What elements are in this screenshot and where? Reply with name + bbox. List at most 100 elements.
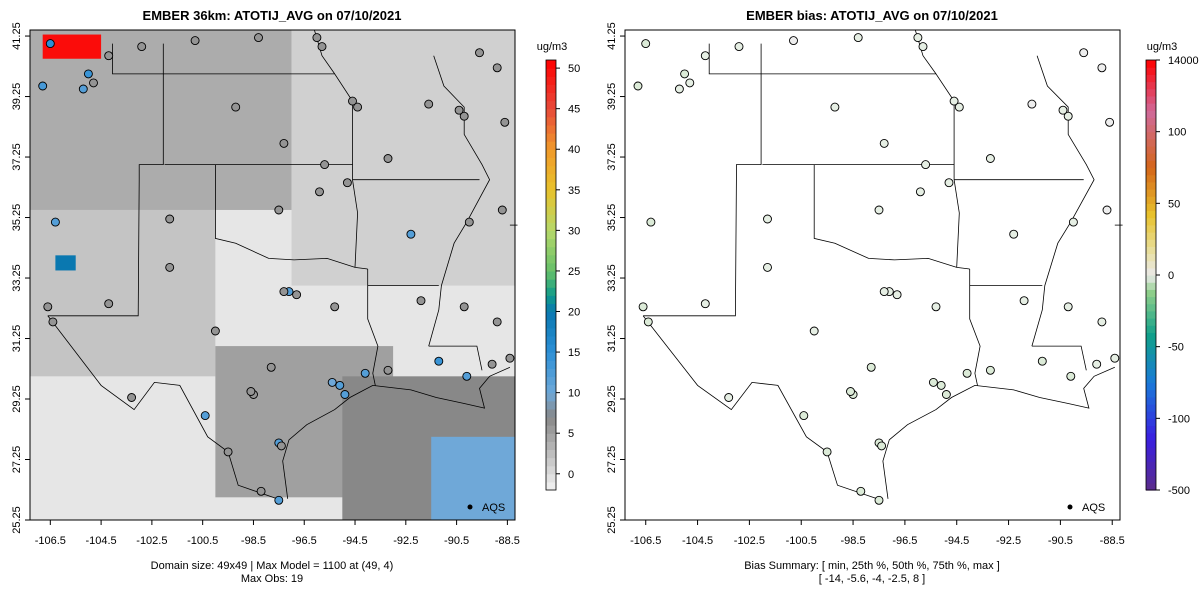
colorbar-tick-label-2: 10 — [568, 388, 580, 400]
x-tick-label-1: -104.5 — [682, 535, 713, 547]
bias-site-40 — [866, 362, 876, 372]
bias-colorbar-swatch-32 — [1146, 253, 1156, 262]
x-tick-label-4: -98.5 — [841, 535, 866, 547]
obs-site-56 — [276, 441, 286, 451]
bias-site-50 — [1092, 359, 1102, 369]
x-tick-label-5: -96.5 — [292, 535, 317, 547]
colorbar-swatch-9 — [546, 408, 556, 418]
colorbar-swatch-46 — [546, 108, 556, 118]
colorbar-swatch-28 — [546, 254, 556, 264]
colorbar-tick-label-8: 40 — [568, 144, 580, 156]
colorbar-swatch-14 — [546, 368, 556, 378]
left-legend-label: AQS — [482, 502, 505, 514]
obs-site-49 — [462, 371, 472, 381]
model-zone-2 — [291, 30, 515, 286]
colorbar-tick-label-1: 5 — [568, 428, 574, 440]
y-tick-label-7: 27.25 — [11, 446, 23, 474]
obs-site-13 — [279, 138, 289, 148]
bias-site-53 — [1063, 302, 1073, 312]
obs-site-58 — [274, 495, 284, 505]
y-tick-label-6: 29.25 — [11, 385, 23, 413]
obs-site-54 — [492, 317, 502, 327]
obs-site-50 — [487, 359, 497, 369]
colorbar-swatch-18 — [546, 335, 556, 345]
model-zone-5 — [431, 436, 515, 520]
bias-colorbar-tick-label-1: -100 — [1168, 413, 1190, 425]
colorbar-tick-label-5: 25 — [568, 266, 580, 278]
obs-site-2 — [89, 78, 98, 88]
bias-site-12 — [954, 102, 964, 112]
bias-colorbar-swatch-51 — [1146, 117, 1156, 126]
bias-site-1 — [680, 69, 690, 79]
boundary-line-13 — [282, 366, 511, 499]
bias-site-15 — [921, 160, 931, 170]
bias-colorbar-swatch-27 — [1146, 289, 1156, 298]
obs-site-35 — [210, 326, 220, 336]
boundary-line-12 — [47, 315, 282, 501]
colorbar-swatch-43 — [546, 133, 556, 142]
x-tick-label-9: -88.5 — [1100, 535, 1125, 547]
bias-site-58 — [874, 495, 884, 505]
y-tick-label-0: 41.25 — [11, 22, 23, 50]
colorbar-swatch-40 — [546, 157, 556, 167]
bias-site-30 — [638, 302, 648, 312]
bias-site-33 — [763, 214, 772, 224]
colorbar-swatch-12 — [546, 384, 556, 394]
bias-colorbar-swatch-17 — [1146, 361, 1156, 369]
bias-colorbar-swatch-49 — [1146, 131, 1156, 140]
bias-colorbar-swatch-24 — [1146, 310, 1156, 319]
left-colorbar-unit: ug/m3 — [537, 41, 568, 53]
bias-site-7 — [789, 36, 798, 46]
obs-site-60 — [127, 393, 137, 402]
boundary-line-4 — [352, 164, 359, 268]
bias-colorbar-swatch-13 — [1146, 389, 1156, 398]
bias-colorbar-swatch-33 — [1146, 246, 1156, 255]
bias-colorbar-swatch-9 — [1146, 418, 1156, 427]
y-tick-label-4: 33.25 — [11, 264, 23, 292]
boundary-line-10 — [1031, 55, 1095, 347]
y-tick-label-5: 31.25 — [11, 325, 23, 353]
bias-colorbar-swatch-28 — [1146, 282, 1156, 290]
bias-site-52 — [1019, 296, 1029, 306]
colorbar-swatch-13 — [546, 376, 556, 386]
colorbar-swatch-23 — [546, 295, 556, 304]
colorbar-swatch-37 — [546, 181, 556, 191]
colorbar-swatch-5 — [546, 441, 556, 451]
x-tick-label-9: -88.5 — [495, 535, 520, 547]
x-tick-label-1: -104.5 — [85, 535, 116, 547]
colorbar-swatch-1 — [546, 473, 556, 483]
obs-site-10 — [317, 42, 327, 52]
obs-site-6 — [137, 42, 147, 52]
bias-colorbar-tick-label-5: 100 — [1168, 127, 1186, 139]
bias-colorbar-swatch-40 — [1146, 196, 1156, 204]
right-y-axis: 41.25 39.25 37.25 35.25 33.25 31.25 29.25 27.25… — [606, 22, 625, 534]
y-tick-label-3: 35.25 — [606, 204, 618, 232]
bias-colorbar-swatch-50 — [1146, 124, 1156, 133]
bias-colorbar-swatch-45 — [1146, 160, 1156, 169]
bias-colorbar-tick-label-0: -500 — [1168, 485, 1190, 497]
obs-site-4 — [38, 81, 48, 91]
colorbar-tick-label-3: 15 — [568, 347, 580, 359]
bias-colorbar-swatch-34 — [1146, 239, 1156, 247]
bias-site-39 — [931, 302, 941, 312]
bias-colorbar-swatch-21 — [1146, 332, 1156, 341]
boundary-line-3 — [813, 164, 970, 270]
colorbar-tick-label-7: 35 — [568, 185, 580, 197]
y-tick-label-8: 25.25 — [606, 506, 618, 534]
bias-site-4 — [633, 81, 643, 91]
obs-site-17 — [459, 111, 469, 121]
colorbar-swatch-7 — [546, 425, 556, 434]
colorbar-swatch-6 — [546, 433, 556, 442]
right-caption-line2: [ -14, -5.6, -4, -2.5, 8 ] — [819, 573, 925, 585]
bias-colorbar-swatch-20 — [1146, 339, 1156, 348]
boundary-line-1 — [643, 73, 762, 317]
bias-colorbar-swatch-10 — [1146, 411, 1156, 419]
obs-site-15 — [320, 160, 330, 170]
bias-colorbar-swatch-0 — [1146, 482, 1156, 491]
bias-site-37 — [892, 290, 902, 300]
x-tick-label-8: -90.5 — [444, 535, 469, 547]
colorbar-swatch-49 — [546, 84, 556, 94]
bias-site-54 — [1097, 317, 1107, 327]
bias-colorbar-tick-label-3: 0 — [1168, 270, 1174, 282]
bias-site-27 — [1068, 217, 1078, 227]
